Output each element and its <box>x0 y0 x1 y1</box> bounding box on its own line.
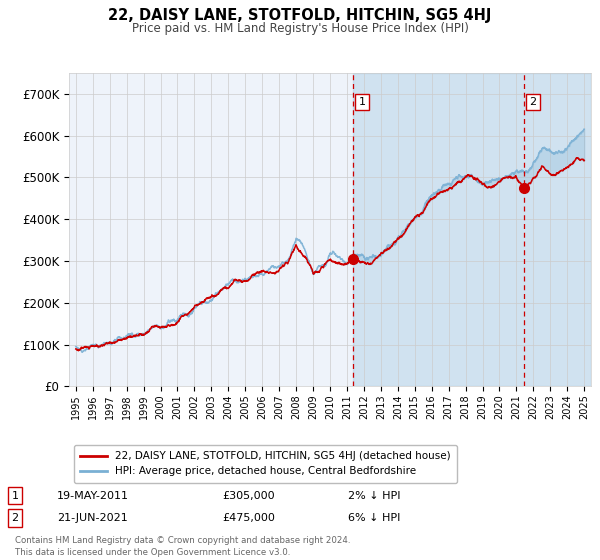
Text: 6% ↓ HPI: 6% ↓ HPI <box>348 513 400 523</box>
Text: 19-MAY-2011: 19-MAY-2011 <box>57 491 129 501</box>
Bar <box>353 73 591 386</box>
Legend: 22, DAISY LANE, STOTFOLD, HITCHIN, SG5 4HJ (detached house), HPI: Average price,: 22, DAISY LANE, STOTFOLD, HITCHIN, SG5 4… <box>74 445 457 483</box>
Text: 1: 1 <box>358 97 365 107</box>
Text: 21-JUN-2021: 21-JUN-2021 <box>57 513 128 523</box>
Text: 1: 1 <box>11 491 19 501</box>
Text: £475,000: £475,000 <box>222 513 275 523</box>
Text: Price paid vs. HM Land Registry's House Price Index (HPI): Price paid vs. HM Land Registry's House … <box>131 22 469 35</box>
Text: 2: 2 <box>11 513 19 523</box>
Text: £305,000: £305,000 <box>222 491 275 501</box>
Text: 2: 2 <box>529 97 536 107</box>
Text: 22, DAISY LANE, STOTFOLD, HITCHIN, SG5 4HJ: 22, DAISY LANE, STOTFOLD, HITCHIN, SG5 4… <box>109 8 491 24</box>
Text: 2% ↓ HPI: 2% ↓ HPI <box>348 491 401 501</box>
Text: Contains HM Land Registry data © Crown copyright and database right 2024.
This d: Contains HM Land Registry data © Crown c… <box>15 536 350 557</box>
